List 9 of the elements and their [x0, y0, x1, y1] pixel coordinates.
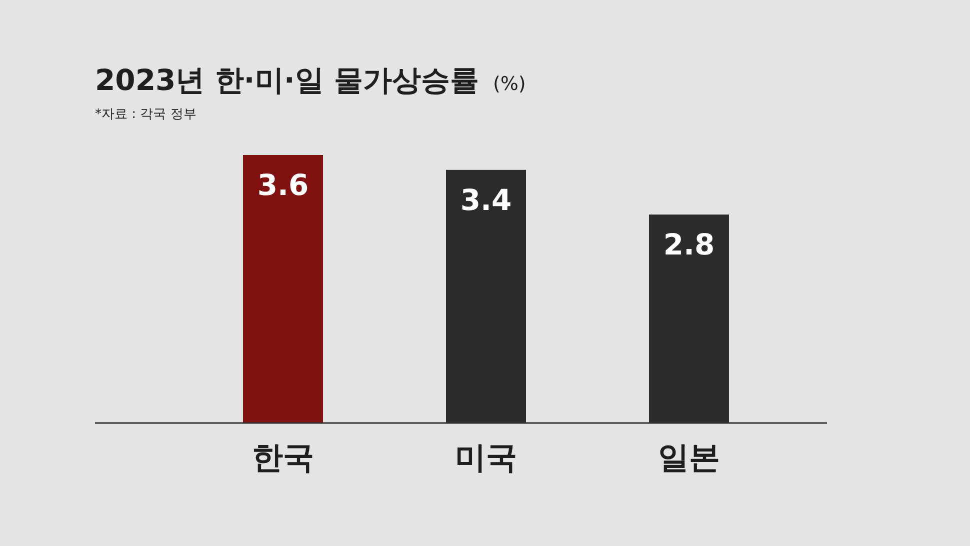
annotation: *자료 : 각국 정부: [95, 107, 196, 122]
category: 미국: [455, 440, 517, 476]
category: 한국: [252, 440, 314, 476]
data-label: 3.6: [257, 168, 309, 202]
title: 2023년 한·미·일 물가상승률: [95, 63, 479, 97]
data-label: 2.8: [663, 228, 715, 262]
category: 일본: [658, 440, 720, 476]
ylabel: (%): [492, 73, 526, 95]
data-label: 3.4: [460, 182, 512, 217]
